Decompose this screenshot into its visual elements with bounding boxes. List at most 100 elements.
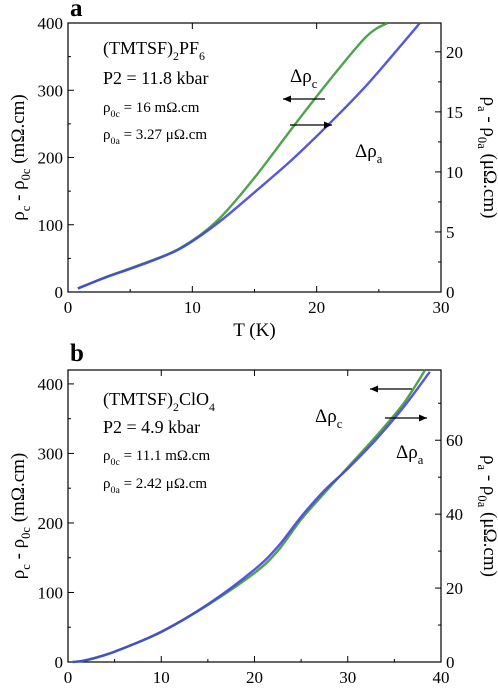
x-tick-label: 40 — [433, 668, 450, 687]
series-line-rho-c — [72, 369, 427, 664]
plot-frame — [67, 369, 442, 663]
y-right-tick-label: 5 — [446, 223, 455, 242]
text-span: - ρ — [8, 539, 29, 564]
series-line-rho-a — [72, 371, 431, 664]
text-span: - ρ — [479, 470, 498, 495]
y-left-axis-label: ρc - ρ0c (mΩ.cm) — [8, 453, 33, 579]
series-label-rho-a: Δρa — [396, 442, 424, 467]
text-span: ρ — [8, 570, 29, 579]
subscript: 0c — [111, 109, 121, 120]
text-span: Δρ — [355, 141, 377, 162]
text-span: PF — [179, 38, 199, 58]
series-label-rho-c: Δρc — [290, 66, 318, 91]
text-span: - ρ — [479, 112, 498, 137]
y-right-axis-label: ρa - ρ0a (μΩ.cm) — [475, 455, 498, 577]
y-left-tick-label: 400 — [38, 14, 64, 33]
text-span: (TMTSF) — [103, 38, 173, 59]
subscript: c — [337, 417, 343, 431]
arrow-left — [283, 95, 325, 103]
subscript: a — [377, 152, 383, 166]
pressure-label: P2 = 4.9 kbar — [103, 417, 200, 437]
series-line-rho-c — [77, 21, 389, 290]
compound-label: (TMTSF)2ClO4 — [103, 389, 215, 414]
y-left-tick-label: 0 — [55, 653, 64, 672]
y-right-tick-label: 0 — [446, 283, 455, 302]
subscript: 0a — [475, 137, 489, 149]
text-span: (TMTSF) — [103, 389, 173, 410]
panel-label: b — [70, 340, 84, 367]
y-left-tick-label: 100 — [38, 216, 64, 235]
arrow-head — [370, 385, 378, 393]
arrow-right — [385, 414, 427, 422]
x-tick-label: 0 — [64, 298, 73, 317]
rho0a-label: ρ0a = 2.42 μΩ.cm — [103, 476, 207, 496]
text-span: ρ — [103, 476, 111, 492]
subscript: 4 — [209, 400, 215, 414]
subscript: a — [475, 106, 489, 112]
subscript: c — [19, 564, 33, 570]
x-tick-label: 10 — [153, 668, 170, 687]
text-span: Δρ — [396, 442, 418, 463]
pressure-label: P2 = 11.8 kbar — [103, 68, 208, 88]
subscript: a — [475, 465, 489, 471]
text-span: (μΩ.cm) — [479, 149, 498, 219]
y-left-tick-label: 400 — [38, 375, 64, 394]
y-left-tick-label: 0 — [55, 283, 64, 302]
y-right-tick-label: 40 — [446, 505, 463, 524]
subscript: c — [19, 205, 33, 211]
y-right-tick-label: 10 — [446, 163, 463, 182]
arrow-head — [283, 95, 291, 103]
x-tick-label: 20 — [308, 298, 325, 317]
text-span: Δρ — [290, 66, 312, 87]
y-left-tick-label: 300 — [38, 444, 64, 463]
text-span: ρ — [103, 127, 111, 143]
text-span: ρ — [8, 211, 29, 220]
y-left-tick-label: 200 — [38, 149, 64, 168]
subscript: 0c — [111, 457, 121, 468]
y-left-tick-label: 300 — [38, 81, 64, 100]
arrow-right — [290, 121, 332, 129]
subscript: 0a — [475, 495, 489, 507]
text-span: (mΩ.cm) — [8, 94, 29, 168]
x-axis-label: T (K) — [233, 320, 275, 341]
y-right-tick-label: 20 — [446, 579, 463, 598]
x-tick-label: 30 — [339, 668, 356, 687]
y-right-tick-label: 20 — [446, 43, 463, 62]
y-left-tick-label: 200 — [38, 514, 64, 533]
subscript: 2 — [173, 49, 179, 63]
subscript: 6 — [199, 49, 205, 63]
text-span: Δρ — [315, 406, 337, 427]
text-span: ρ — [479, 97, 498, 106]
subscript: 0a — [111, 136, 121, 147]
text-span: = 2.42 μΩ.cm — [120, 476, 208, 492]
rho0a-label: ρ0a = 3.27 μΩ.cm — [103, 127, 207, 147]
subscript: c — [312, 77, 318, 91]
arrow-head — [419, 414, 427, 422]
text-span: - ρ — [8, 180, 29, 205]
panel-label: a — [70, 0, 83, 22]
y-right-tick-label: 60 — [446, 431, 463, 450]
series-line-rho-a — [77, 22, 421, 290]
text-span: = 16 mΩ.cm — [120, 100, 200, 116]
compound-label: (TMTSF)2PF6 — [103, 38, 205, 63]
y-right-tick-label: 0 — [446, 653, 455, 672]
x-tick-label: 0 — [64, 668, 73, 687]
y-left-tick-label: 100 — [38, 583, 64, 602]
series-label-rho-a: Δρa — [355, 141, 383, 166]
arrow-head — [324, 121, 332, 129]
y-left-axis-label: ρc - ρ0c (mΩ.cm) — [8, 94, 33, 220]
y-right-axis-label: ρa - ρ0a (μΩ.cm) — [475, 97, 498, 219]
text-span: ρ — [103, 100, 111, 116]
x-tick-label: 30 — [433, 298, 450, 317]
y-right-tick-label: 15 — [446, 103, 463, 122]
subscript: 2 — [173, 400, 179, 414]
rho0c-label: ρ0c = 16 mΩ.cm — [103, 100, 200, 120]
text-span: (mΩ.cm) — [8, 453, 29, 527]
rho0c-label: ρ0c = 11.1 mΩ.cm — [103, 448, 210, 468]
x-tick-label: 10 — [184, 298, 201, 317]
text-span: ρ — [103, 448, 111, 464]
subscript: 0a — [111, 485, 121, 496]
